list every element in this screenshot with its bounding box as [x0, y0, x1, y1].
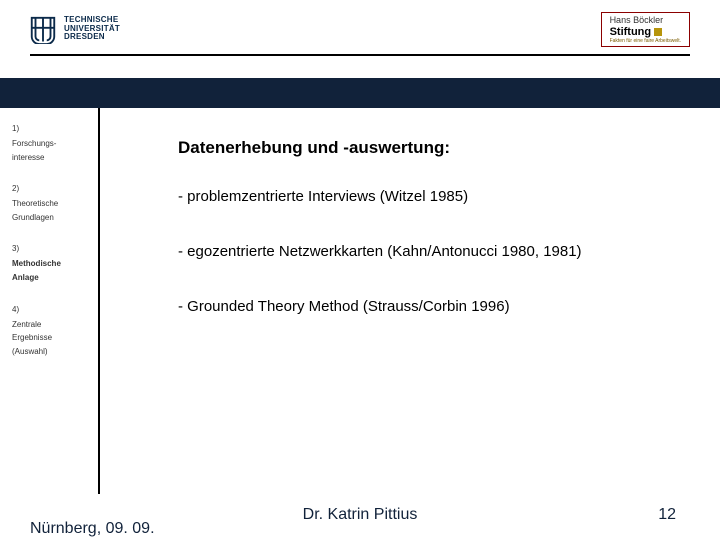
bullet-item: - Grounded Theory Method (Strauss/Corbin…	[178, 298, 704, 315]
slide: TECHNISCHE UNIVERSITÄT DRESDEN Hans Böck…	[0, 0, 720, 540]
sidebar-item-3: 3) Methodische Anlage	[12, 244, 92, 284]
header: TECHNISCHE UNIVERSITÄT DRESDEN Hans Böck…	[0, 0, 720, 78]
tu-logo-text: TECHNISCHE UNIVERSITÄT DRESDEN	[64, 16, 120, 41]
hbs-line3: Fakten für eine faire Arbeitswelt.	[610, 38, 681, 44]
main-content: Datenerhebung und -auswertung: - problem…	[114, 108, 704, 494]
hbs-dot-icon	[654, 28, 662, 36]
sidebar-line: Zentrale	[12, 318, 92, 332]
sidebar-line: Anlage	[12, 271, 92, 285]
header-rule	[30, 54, 690, 56]
sidebar-line: Forschungs-	[12, 137, 92, 151]
hbs-line2-text: Stiftung	[610, 26, 652, 38]
sidebar-item-2: 2) Theoretische Grundlagen	[12, 184, 92, 224]
sidebar-line: interesse	[12, 151, 92, 165]
sidebar-line: Ergebnisse	[12, 331, 92, 345]
sidebar-item-4: 4) Zentrale Ergebnisse (Auswahl)	[12, 305, 92, 359]
sidebar-item-1: 1) Forschungs- interesse	[12, 124, 92, 164]
hbs-line1: Hans Böckler	[610, 16, 681, 26]
sidebar-separator	[98, 108, 100, 494]
sidebar-line: Grundlagen	[12, 211, 92, 225]
sidebar-line: Methodische	[12, 257, 92, 271]
bullet-item: - egozentrierte Netzwerkkarten (Kahn/Ant…	[178, 243, 704, 260]
bullet-item: - problemzentrierte Interviews (Witzel 1…	[178, 188, 704, 205]
sidebar-num: 2)	[12, 184, 92, 193]
tu-dresden-logo: TECHNISCHE UNIVERSITÄT DRESDEN	[28, 14, 120, 44]
sidebar-num: 1)	[12, 124, 92, 133]
sidebar-num: 3)	[12, 244, 92, 253]
nav-band	[0, 78, 720, 108]
sidebar-line: (Auswahl)	[12, 345, 92, 359]
sidebar-line: Theoretische	[12, 197, 92, 211]
tu-logo-icon	[28, 14, 58, 44]
sidebar: 1) Forschungs- interesse 2) Theoretische…	[0, 108, 98, 494]
hbs-line2: Stiftung	[610, 26, 681, 38]
footer-center: Dr. Katrin Pittius	[0, 506, 720, 524]
main-title: Datenerhebung und -auswertung:	[178, 138, 704, 158]
tu-text-l3: DRESDEN	[64, 33, 120, 41]
body: 1) Forschungs- interesse 2) Theoretische…	[0, 108, 720, 494]
header-top: TECHNISCHE UNIVERSITÄT DRESDEN Hans Böck…	[0, 0, 720, 54]
footer-page-number: 12	[658, 506, 676, 524]
sidebar-num: 4)	[12, 305, 92, 314]
hbs-stiftung-logo: Hans Böckler Stiftung Fakten für eine fa…	[601, 12, 690, 47]
footer: Nürnberg, 09. 09. Dr. Katrin Pittius 12	[0, 494, 720, 540]
